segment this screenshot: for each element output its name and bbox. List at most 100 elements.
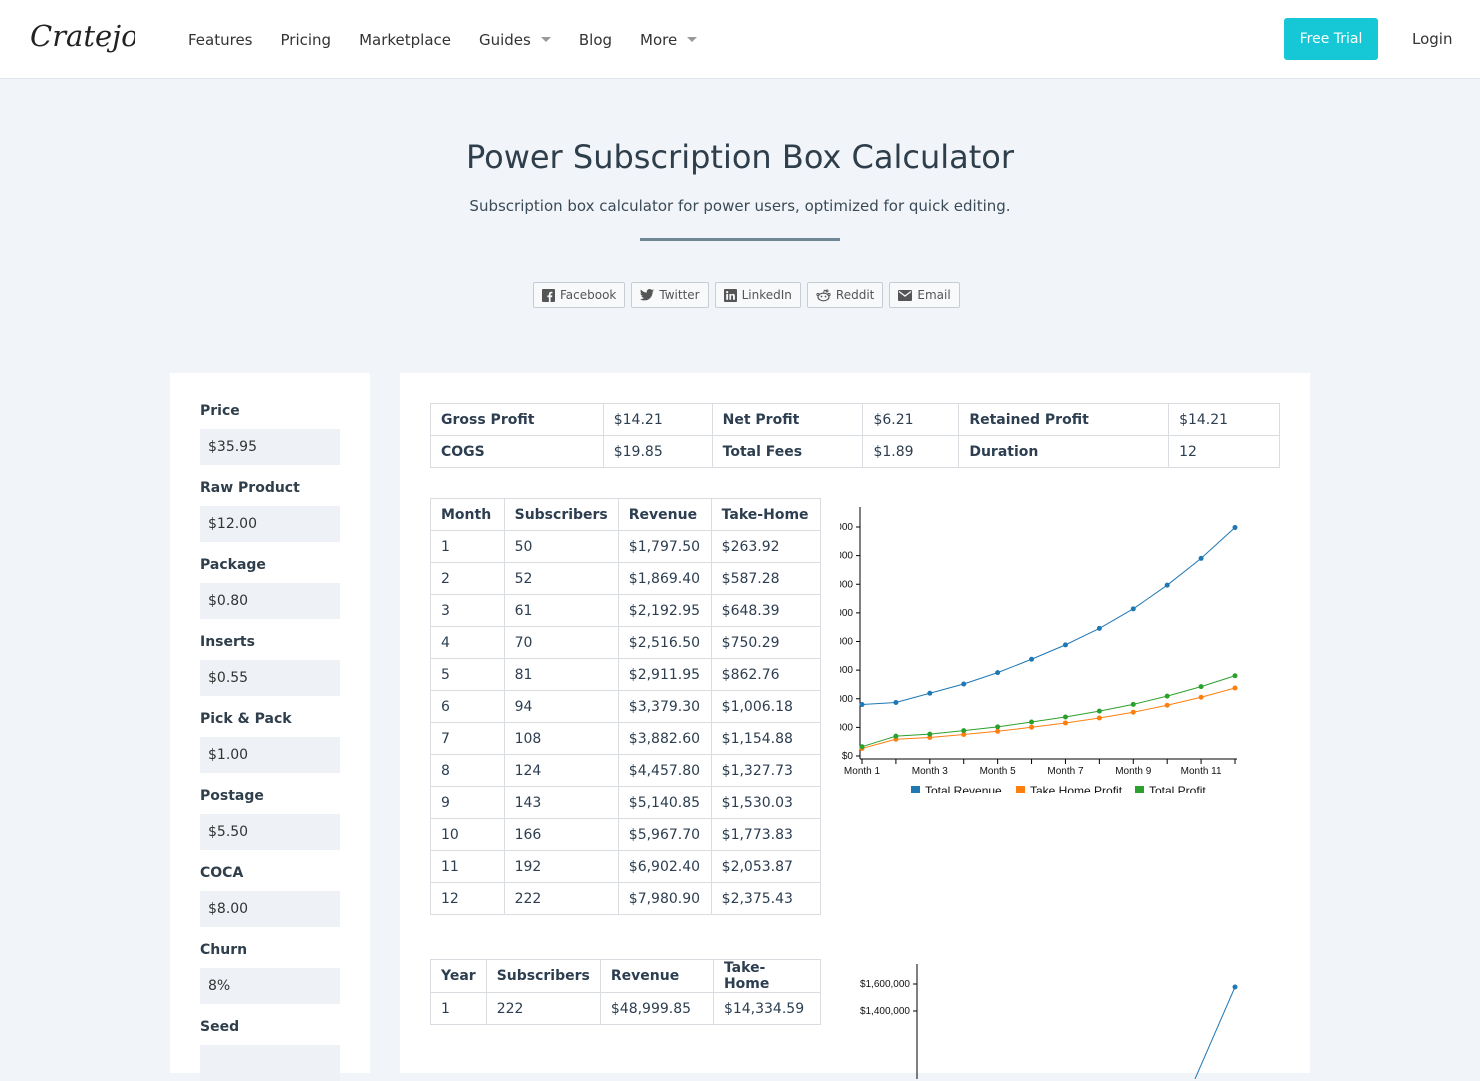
y-tick-label: $8,000 [840, 522, 853, 533]
nav-guides[interactable]: Guides [479, 31, 551, 49]
share-buttons: Facebook Twitter LinkedIn Reddit Email [533, 282, 960, 308]
yearly-chart: $1,400,000 $1,600,000 [860, 964, 1238, 1079]
input-field[interactable] [200, 891, 340, 927]
legend-label: Total Profit [1149, 784, 1206, 793]
input-group-churn: Churn [200, 942, 340, 1004]
table-cell: 9 [430, 786, 505, 819]
share-reddit-button[interactable]: Reddit [806, 282, 884, 308]
input-group-package: Package [200, 557, 340, 619]
table-cell: $1,530.03 [710, 786, 822, 819]
y-tick-label: $1,600,000 [860, 979, 910, 990]
data-point [961, 728, 967, 734]
table-cell: 6 [430, 690, 505, 723]
data-point [1232, 984, 1238, 990]
data-point [1096, 715, 1102, 721]
input-label: Pick & Pack [200, 711, 292, 727]
data-point [1232, 673, 1238, 679]
input-field[interactable] [200, 1045, 340, 1081]
share-label: Facebook [560, 288, 617, 302]
data-point [1164, 693, 1170, 699]
share-label: Twitter [659, 288, 700, 302]
nav-label: Marketplace [359, 30, 451, 49]
title-divider [640, 238, 840, 241]
table-cell: $48,999.85 [599, 992, 714, 1025]
table-cell: $862.76 [710, 658, 822, 691]
input-field[interactable] [200, 737, 340, 773]
input-field[interactable] [200, 583, 340, 619]
input-label: Package [200, 557, 266, 573]
input-group-pick-pack: Pick & Pack [200, 711, 340, 773]
summary-key: Duration [958, 435, 1170, 468]
page-subtitle: Subscription box calculator for power us… [469, 197, 1011, 215]
legend-swatch [911, 786, 920, 793]
share-twitter-button[interactable]: Twitter [631, 282, 709, 308]
nav-blog[interactable]: Blog [579, 31, 612, 49]
data-point [859, 702, 865, 708]
chevron-down-icon [540, 37, 551, 42]
table-cell: 50 [503, 530, 619, 563]
data-point [893, 733, 899, 739]
table-cell: 5 [430, 658, 505, 691]
table-cell: $1,006.18 [710, 690, 822, 723]
share-email-button[interactable]: Email [889, 282, 960, 308]
data-point [1198, 555, 1204, 561]
input-group-coca: COCA [200, 865, 340, 927]
y-tick-label: $5,000 [840, 608, 853, 619]
input-label: Seed [200, 1019, 240, 1035]
nav-features[interactable]: Features [188, 31, 253, 49]
table-cell: 108 [503, 722, 619, 755]
input-field[interactable] [200, 814, 340, 850]
nav-label: Features [188, 30, 253, 49]
input-field[interactable] [200, 660, 340, 696]
table-cell: 52 [503, 562, 619, 595]
nav-marketplace[interactable]: Marketplace [359, 31, 451, 49]
nav-more[interactable]: More [640, 31, 698, 49]
data-point [995, 724, 1001, 730]
table-cell: 11 [430, 850, 505, 883]
summary-key: Net Profit [711, 403, 864, 436]
data-point [1096, 708, 1102, 714]
data-point [995, 728, 1001, 734]
linkedin-icon [723, 288, 737, 302]
table-cell: 10 [430, 818, 505, 851]
series-line-total-revenue [1194, 986, 1236, 1079]
input-label: COCA [200, 865, 244, 881]
twitter-icon [640, 289, 655, 301]
table-cell: $1,797.50 [617, 530, 712, 563]
data-point [859, 744, 865, 750]
input-field[interactable] [200, 429, 340, 465]
table-row: 8 124 $4,457.80 $1,327.73 [430, 754, 822, 787]
nav-pricing[interactable]: Pricing [281, 31, 332, 49]
share-facebook-button[interactable]: Facebook [533, 282, 626, 308]
data-point [1130, 709, 1136, 715]
table-cell: 222 [485, 992, 601, 1025]
table-cell: $1,154.88 [710, 722, 822, 755]
table-cell: 81 [503, 658, 619, 691]
table-cell: 12 [430, 882, 505, 915]
y-tick-label: $4,000 [840, 637, 853, 648]
table-cell: $3,379.30 [617, 690, 712, 723]
login-link[interactable]: Login [1412, 30, 1453, 48]
share-linkedin-button[interactable]: LinkedIn [714, 282, 801, 308]
table-cell: 124 [503, 754, 619, 787]
series-line-total-revenue [861, 527, 1236, 706]
input-field[interactable] [200, 506, 340, 542]
cratejoy-logo[interactable]: Cratejoy [30, 14, 135, 62]
summary-key: Retained Profit [958, 403, 1170, 436]
table-cell: 4 [430, 626, 505, 659]
x-tick-label: Month 1 [844, 766, 881, 777]
free-trial-button[interactable]: Free Trial [1284, 18, 1378, 60]
table-row: 9 143 $5,140.85 $1,530.03 [430, 786, 822, 819]
table-header-row: Year Subscribers Revenue Take-Home [430, 959, 822, 993]
table-cell: $2,911.95 [617, 658, 712, 691]
table-cell: $14,334.59 [712, 992, 822, 1025]
legend-swatch [1135, 786, 1144, 793]
input-field[interactable] [200, 968, 340, 1004]
monthly-table: Month Subscribers Revenue Take-Home 1 50 $1,79… [430, 498, 822, 915]
data-point [1029, 724, 1035, 730]
table-cell: $648.39 [710, 594, 822, 627]
data-point [995, 670, 1001, 676]
data-point [1029, 719, 1035, 725]
table-cell: 192 [503, 850, 619, 883]
summary-value: $14.21 [602, 403, 713, 436]
